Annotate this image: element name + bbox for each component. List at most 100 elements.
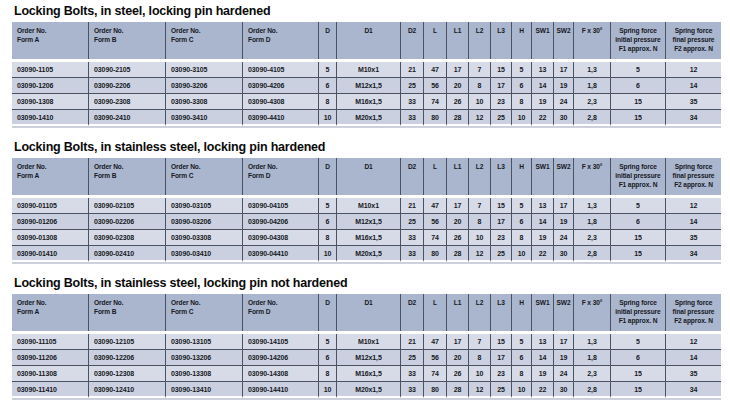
cell-l3: 17 — [491, 78, 512, 94]
table-row: 03090-1110503090-1210503090-1310503090-1… — [12, 334, 721, 350]
cell-f-x-30: 2,8 — [574, 110, 611, 126]
column-header-form-b: Order No. Form B — [89, 22, 166, 59]
cell-sw1: 19 — [532, 366, 554, 382]
cell-sw2: 19 — [554, 78, 574, 94]
cell-l3: 25 — [491, 382, 512, 398]
cell-form-d: 03090-4105 — [243, 62, 319, 78]
cell-d: 6 — [319, 78, 337, 94]
table-locking-bolts-stainless-not-hardened: Order No. Form AOrder No. Form BOrder No… — [12, 294, 721, 400]
column-header-form-a: Order No. Form A — [12, 294, 89, 331]
cell-l: 47 — [424, 198, 447, 214]
cell-f2: 35 — [666, 366, 721, 382]
cell-f2: 14 — [666, 350, 721, 366]
cell-f2: 14 — [666, 78, 721, 94]
cell-l: 56 — [424, 78, 447, 94]
cell-f-x-30: 2,3 — [574, 366, 611, 382]
cell-form-b: 03090-2410 — [89, 110, 166, 126]
table-row: 03090-0120603090-0220603090-0320603090-0… — [12, 214, 721, 230]
column-header-form-a: Order No. Form A — [12, 158, 89, 195]
cell-form-d: 03090-04105 — [243, 198, 319, 214]
column-header-d2: D2 — [401, 158, 424, 195]
column-header-form-d: Order No. Form D — [243, 294, 319, 331]
table-row: 03090-0141003090-0241003090-0341003090-0… — [12, 246, 721, 262]
cell-form-b: 03090-02410 — [89, 246, 166, 262]
column-header-l3: L3 — [491, 22, 512, 59]
cell-f-x-30: 1,8 — [574, 214, 611, 230]
cell-d1: M20x1,5 — [337, 246, 401, 262]
cell-sw1: 22 — [532, 382, 554, 398]
column-header-form-d: Order No. Form D — [243, 158, 319, 195]
cell-l2: 10 — [469, 230, 491, 246]
cell-d1: M12x1,5 — [337, 350, 401, 366]
cell-l1: 17 — [447, 198, 469, 214]
cell-sw2: 17 — [554, 198, 574, 214]
cell-l3: 23 — [491, 230, 512, 246]
column-header-f1: Spring force initial pressure F1 approx.… — [611, 22, 666, 59]
cell-form-d: 03090-04410 — [243, 246, 319, 262]
column-header-l: L — [424, 294, 447, 331]
column-header-d: D — [319, 158, 337, 195]
cell-d1: M10x1 — [337, 62, 401, 78]
column-header-form-a: Order No. Form A — [12, 22, 89, 59]
section-stainless-hardened: Locking Bolts, in stainless steel, locki… — [12, 140, 721, 264]
cell-d1: M20x1,5 — [337, 110, 401, 126]
cell-f1: 5 — [611, 334, 666, 350]
cell-l3: 15 — [491, 198, 512, 214]
table-locking-bolts-steel-hardened: Order No. Form AOrder No. Form BOrder No… — [12, 22, 721, 128]
cell-d1: M10x1 — [337, 334, 401, 350]
cell-form-d: 03090-4206 — [243, 78, 319, 94]
cell-d: 10 — [319, 246, 337, 262]
cell-d2: 33 — [401, 230, 424, 246]
cell-sw2: 17 — [554, 334, 574, 350]
column-header-form-c: Order No. Form C — [166, 158, 243, 195]
cell-form-a: 03090-11410 — [12, 382, 89, 398]
cell-f1: 15 — [611, 382, 666, 398]
cell-sw1: 13 — [532, 334, 554, 350]
cell-d1: M16x1,5 — [337, 366, 401, 382]
column-header-sw2: SW2 — [554, 294, 574, 331]
cell-sw1: 14 — [532, 214, 554, 230]
cell-form-c: 03090-3308 — [166, 94, 243, 110]
column-header-d1: D1 — [337, 158, 401, 195]
column-header-form-d: Order No. Form D — [243, 22, 319, 59]
column-header-l3: L3 — [491, 294, 512, 331]
column-header-l2: L2 — [469, 294, 491, 331]
table-row: 03090-0130803090-0230803090-0330803090-0… — [12, 230, 721, 246]
cell-d: 8 — [319, 230, 337, 246]
cell-form-c: 03090-13206 — [166, 350, 243, 366]
cell-l2: 12 — [469, 246, 491, 262]
cell-f2: 34 — [666, 382, 721, 398]
cell-l2: 10 — [469, 366, 491, 382]
cell-f1: 5 — [611, 62, 666, 78]
cell-d: 8 — [319, 94, 337, 110]
column-header-l1: L1 — [447, 22, 469, 59]
cell-l: 80 — [424, 110, 447, 126]
cell-form-d: 03090-14308 — [243, 366, 319, 382]
column-header-sw1: SW1 — [532, 294, 554, 331]
cell-d2: 33 — [401, 94, 424, 110]
cell-form-d: 03090-14105 — [243, 334, 319, 350]
cell-l1: 17 — [447, 334, 469, 350]
column-header-form-c: Order No. Form C — [166, 22, 243, 59]
cell-l: 47 — [424, 62, 447, 78]
cell-form-a: 03090-01206 — [12, 214, 89, 230]
cell-d2: 21 — [401, 334, 424, 350]
cell-form-d: 03090-04206 — [243, 214, 319, 230]
cell-h: 10 — [512, 246, 532, 262]
table-row: 03090-0110503090-0210503090-0310503090-0… — [12, 198, 721, 214]
column-header-sw1: SW1 — [532, 158, 554, 195]
cell-l: 80 — [424, 246, 447, 262]
cell-l1: 28 — [447, 382, 469, 398]
cell-h: 10 — [512, 382, 532, 398]
section-stainless-not-hardened: Locking Bolts, in stainless steel, locki… — [12, 276, 721, 400]
column-header-l1: L1 — [447, 294, 469, 331]
cell-d2: 33 — [401, 246, 424, 262]
table-row: 03090-1130803090-1230803090-1330803090-1… — [12, 366, 721, 382]
cell-d1: M12x1,5 — [337, 214, 401, 230]
cell-sw2: 30 — [554, 110, 574, 126]
cell-d1: M10x1 — [337, 198, 401, 214]
cell-form-b: 03090-2105 — [89, 62, 166, 78]
column-header-f2: Spring force final pressure F2 approx. N — [666, 294, 721, 331]
cell-f1: 6 — [611, 350, 666, 366]
cell-l: 47 — [424, 334, 447, 350]
